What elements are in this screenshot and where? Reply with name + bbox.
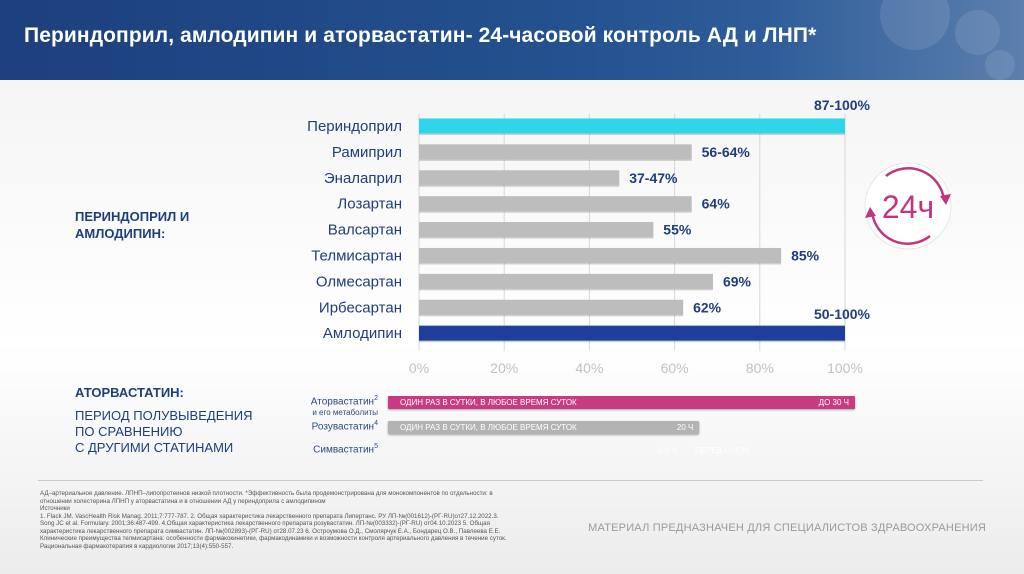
- data-label: 55%: [663, 222, 692, 238]
- bar: [419, 325, 845, 341]
- statin-label: Аторвастатин2 и его метаболиты: [311, 393, 378, 418]
- bar: [419, 118, 845, 134]
- bar: [419, 196, 692, 212]
- footnote-text: АД–артериальное давление. ЛПНП–липопроте…: [40, 490, 507, 550]
- category-label: Рамиприл: [332, 144, 402, 161]
- bar: [419, 247, 782, 263]
- data-label: 50-100%: [814, 306, 871, 322]
- data-label: 37-47%: [629, 170, 678, 186]
- atorvastatin-heading: АТОРВАСТАТИН:: [75, 385, 184, 400]
- category-label: Ирбесартан: [319, 299, 402, 316]
- x-tick-label: 80%: [746, 360, 774, 376]
- x-tick-label: 20%: [490, 360, 518, 376]
- half-life-value: ДО 30 Ч: [818, 398, 849, 407]
- data-label: 56-64%: [702, 144, 751, 160]
- decor-bubble: [985, 50, 1015, 80]
- badge-circle: [864, 162, 952, 250]
- data-label: 87-100%: [814, 97, 871, 113]
- half-life-bar-text: ПЕРЕД СНОМ: [695, 446, 749, 455]
- half-life-value: 2-5 Ч: [657, 446, 677, 455]
- bar: [419, 170, 620, 186]
- bar: [419, 222, 654, 238]
- data-label: 64%: [702, 196, 731, 212]
- statin-subtitle: и его метаболиты: [312, 408, 378, 418]
- category-label: Лозартан: [337, 196, 402, 213]
- statin-label: Симвастатин5: [313, 441, 378, 455]
- bar: [419, 144, 692, 160]
- statin-label: Розувастатин4: [312, 418, 378, 432]
- page-title: Периндоприл, амлодипин и аторвастатин- 2…: [24, 24, 817, 47]
- half-life-description: ПЕРИОД ПОЛУВЫВЕДЕНИЯ ПО СРАВНЕНИЮ С ДРУГ…: [75, 408, 295, 456]
- data-label: 85%: [791, 247, 820, 263]
- badge-arc-bottom: [870, 211, 931, 245]
- data-label: 62%: [693, 299, 722, 315]
- statin-name: Аторвастатин: [310, 396, 375, 408]
- title-text: ПЕРИНДОПРИЛ И АМЛОДИПИН:: [75, 209, 190, 241]
- disclaimer: МАТЕРИАЛ ПРЕДНАЗНАЧЕН ДЛЯ СПЕЦИАЛИСТОВ З…: [588, 522, 986, 534]
- badge-arrow-top: [940, 194, 951, 205]
- statin-ref: 2: [374, 395, 378, 402]
- perindopril-amlodipine-title: ПЕРИНДОПРИЛ И АМЛОДИПИН:: [75, 208, 275, 242]
- half-life-bar-text: ОДИН РАЗ В СУТКИ, В ЛЮБОЕ ВРЕМЯ СУТОК: [400, 423, 577, 432]
- description-text: ПЕРИОД ПОЛУВЫВЕДЕНИЯ ПО СРАВНЕНИЮ С ДРУГ…: [75, 408, 253, 455]
- footnote-sources: АД–артериальное давление. ЛПНП–липопроте…: [40, 490, 510, 550]
- statin-name: Симвастатин: [313, 444, 375, 456]
- x-tick-label: 40%: [575, 360, 603, 376]
- category-label: Валсартан: [328, 222, 402, 239]
- header-bar: Периндоприл, амлодипин и аторвастатин- 2…: [0, 0, 1024, 80]
- x-tick-label: 100%: [827, 360, 863, 376]
- x-tick-label: 60%: [661, 360, 689, 376]
- footer-divider: [38, 480, 983, 481]
- badge-arc-top: [885, 167, 946, 201]
- bar: [419, 273, 713, 289]
- badge-text: 24ч: [882, 189, 934, 225]
- statin-name: Розувастатин: [311, 421, 375, 433]
- decor-bubble: [955, 10, 1000, 55]
- category-label: Эналаприл: [324, 170, 402, 187]
- badge-24h: 24ч: [864, 162, 952, 250]
- half-life-bar-text: ОДИН РАЗ В СУТКИ, В ЛЮБОЕ ВРЕМЯ СУТОК: [400, 398, 577, 407]
- bar: [419, 299, 684, 315]
- category-label: Олмесартан: [316, 273, 402, 290]
- statin-ref: 5: [374, 443, 378, 450]
- category-label: Амлодипин: [323, 325, 402, 342]
- category-label: Периндоприл: [307, 118, 402, 135]
- statin-ref: 4: [374, 420, 378, 427]
- half-life-bar: ОДИН РАЗ В СУТКИ, В ЛЮБОЕ ВРЕМЯ СУТОК ДО …: [388, 396, 855, 409]
- badge-arrow-bottom: [865, 207, 876, 218]
- drug-effect-bar-chart: Периндоприл 87-100% Рамиприл 56-64% Эналапри…: [307, 97, 952, 376]
- half-life-value: 20 Ч: [676, 423, 694, 432]
- x-tick-label: 0%: [409, 360, 429, 376]
- half-life-bar: ОДИН РАЗ В СУТКИ, В ЛЮБОЕ ВРЕМЯ СУТОК 20 …: [388, 421, 700, 434]
- category-label: Телмисартан: [311, 247, 402, 264]
- data-label: 69%: [723, 273, 752, 289]
